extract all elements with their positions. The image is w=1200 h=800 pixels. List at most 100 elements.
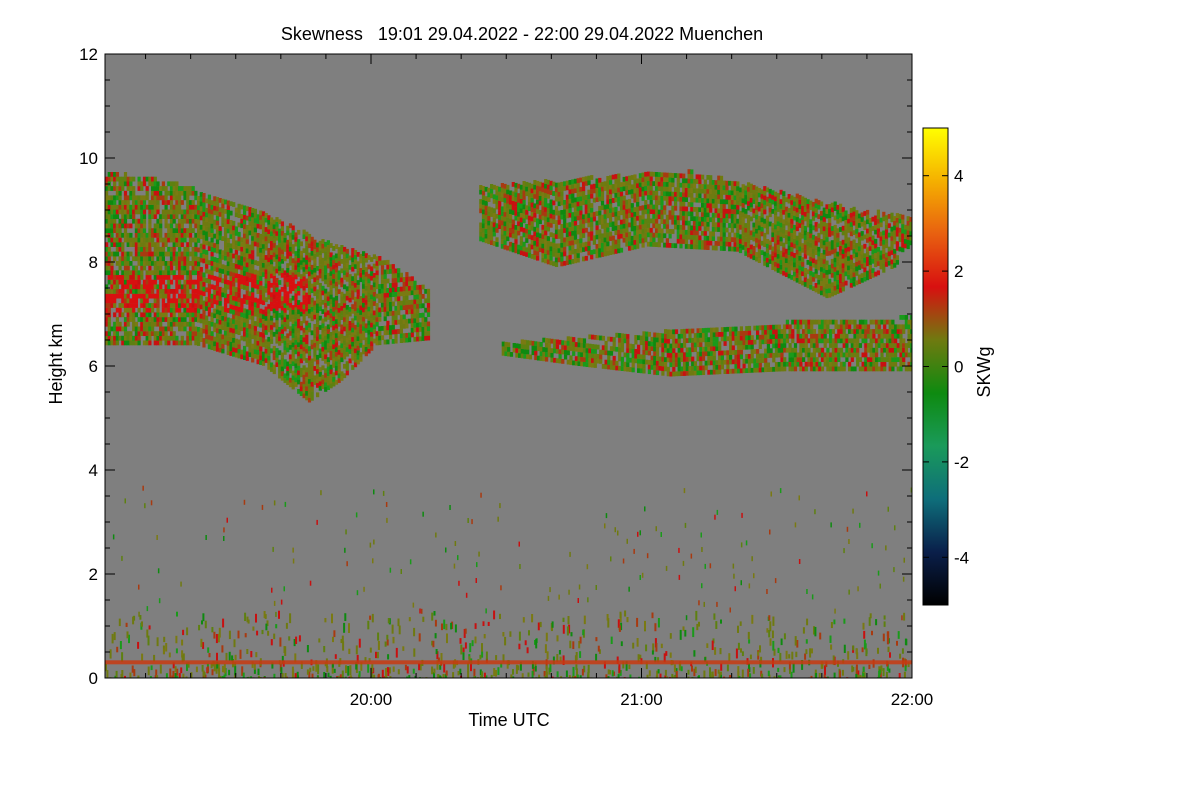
skewness-cell [514,239,518,244]
skewness-cell [372,291,376,297]
skewness-cell [115,190,119,196]
skewness-cell [801,215,805,220]
skewness-cell [527,248,532,254]
skewness-cell [695,244,699,250]
skewness-cell [790,200,794,205]
skewness-cell [337,270,341,276]
skewness-cell [809,205,813,211]
skewness-cell [860,249,864,255]
skewness-cell [156,204,160,210]
skewness-cell [552,242,556,248]
skewness-cell [132,242,136,247]
skewness-cell [134,232,138,238]
skewness-cell [305,301,309,307]
skewness-cell [844,248,848,253]
skewness-cell [316,252,320,257]
skewness-cell [530,254,534,259]
skewness-cell [137,326,141,332]
skewness-cell [855,252,859,258]
skewness-cell [278,270,282,276]
skewness-cell [137,261,141,266]
skewness-cell [253,227,257,233]
skewness-cell [619,182,624,187]
skewness-cell [286,333,290,339]
skewness-cell [517,221,521,227]
skewness-cell [571,216,575,222]
skewness-cell [169,289,174,294]
skewness-cell [107,298,111,304]
skewness-cell [240,354,244,360]
skewness-cell [264,311,268,317]
skewness-cell [237,316,241,321]
skewness-cell [226,223,230,229]
skewness-cell [105,298,109,304]
skewness-cell [270,306,274,312]
skewness-cell [557,248,561,253]
skewness-cell [511,191,515,197]
skewness-cell [299,264,303,270]
skewness-cell [115,326,119,332]
skewness-cell [546,184,550,190]
skewness-cell [652,204,656,210]
skewness-cell [329,313,333,319]
skewness-cell [202,230,206,236]
skewness-cell [356,336,360,341]
skewness-cell [582,176,586,182]
skewness-cell [628,222,632,228]
skewness-cell [224,297,228,303]
skewness-cell [709,203,713,208]
skewness-cell [145,270,149,276]
skewness-cell [668,186,672,192]
skewness-cell [188,200,193,205]
skewness-cell [280,361,284,367]
skewness-cell [253,297,257,303]
skewness-cell [557,243,561,249]
skewness-cell [584,241,588,247]
skewness-cell [500,183,504,188]
skewness-cell [232,263,236,268]
skewness-cell [554,243,559,249]
skewness-cell [305,325,309,331]
skewness-cell [288,302,293,308]
skewness-cell [226,251,230,257]
skewness-cell [421,322,425,327]
skewness-cell [573,206,578,212]
skewness-cell [820,229,824,235]
skewness-cell [118,246,122,252]
skewness-cell [261,216,266,221]
skewness-cell [503,193,507,199]
skewness-cell [151,293,155,299]
skewness-cell [814,287,818,293]
skewness-cell [115,321,119,327]
skewness-cell [191,321,195,327]
skewness-cell [191,265,195,271]
skewness-cell [107,289,111,294]
skewness-cell [544,197,548,203]
skewness-cell [294,344,298,350]
skewness-cell [172,270,176,276]
skewness-cell [188,232,193,238]
skewness-cell [175,195,179,201]
skewness-cell [145,204,149,210]
skewness-cell [291,305,295,310]
skewness-cell [251,301,255,307]
skewness-cell [690,188,694,193]
skewness-cell [722,222,726,228]
skewness-cell [663,195,667,201]
skewness-cell [123,279,128,285]
skewness-cell [305,390,309,396]
skewness-cell [316,383,320,388]
skewness-cell [294,302,298,308]
skewness-cell [874,271,878,277]
skewness-cell [814,222,818,227]
skewness-cell [801,257,805,262]
skewness-cell [372,254,376,260]
skewness-cell [270,226,274,232]
skewness-cell [248,221,252,226]
skewness-cell [752,185,756,190]
skewness-cell [660,181,664,187]
skewness-cell [405,276,409,282]
skewness-cell [391,278,395,283]
skewness-cell [302,388,306,394]
skewness-cell [318,376,322,382]
